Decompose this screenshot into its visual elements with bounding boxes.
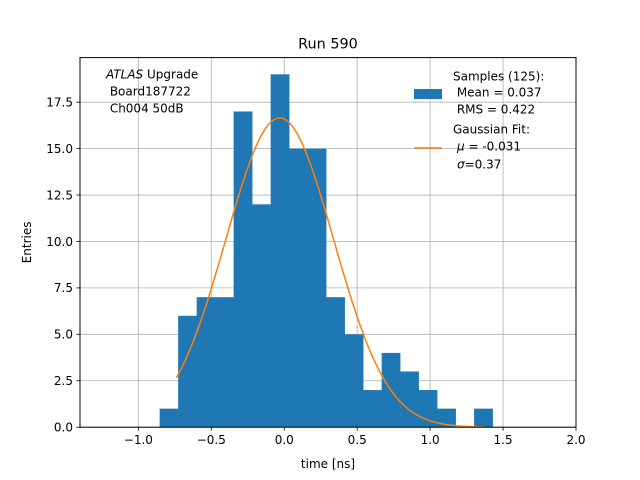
- legend-sigma-symbol: σ: [457, 158, 465, 172]
- annotation-upgrade: Upgrade: [143, 68, 198, 82]
- annotation-line-1: ATLAS Upgrade: [105, 68, 198, 82]
- gaussian-fit: [175, 117, 483, 428]
- legend-samples-rms: RMS = 0.422: [453, 103, 535, 117]
- gaussian-fit-line: [175, 117, 483, 428]
- x-tick-label: 1.0: [421, 433, 440, 447]
- histogram-bar: [178, 315, 197, 428]
- y-tick-label: 17.5: [46, 95, 73, 109]
- histogram-bar: [307, 148, 327, 428]
- legend-mu-symbol: μ: [456, 140, 465, 154]
- legend-samples-title: Samples (125):: [453, 70, 544, 84]
- histogram-bar: [400, 371, 419, 428]
- legend-samples-swatch: [414, 89, 442, 99]
- x-axis-label: time [ns]: [301, 457, 355, 471]
- y-tick-label: 15.0: [46, 142, 73, 156]
- x-tick-label: 1.5: [494, 433, 513, 447]
- legend-fit-sigma: σ=0.37: [457, 158, 501, 172]
- histogram-bar: [159, 408, 179, 428]
- x-tick-label: −1.0: [124, 433, 153, 447]
- x-tick-label: 0.5: [348, 433, 367, 447]
- histogram-bar: [363, 390, 382, 428]
- x-tick-label: −0.5: [197, 433, 226, 447]
- legend-fit-mu: μ = -0.031: [456, 140, 521, 154]
- plot-frame: [79, 57, 577, 428]
- legend-samples-mean: Mean = 0.037: [453, 86, 542, 100]
- histogram-bar: [215, 297, 234, 428]
- y-tick-label: 2.5: [54, 374, 73, 388]
- histogram-bar: [196, 297, 216, 428]
- histogram-bar: [233, 111, 253, 428]
- atlas-annotation: ATLAS Upgrade Board187722 Ch004 50dB: [105, 68, 198, 116]
- histogram-bar: [437, 408, 456, 428]
- annotation-line-3: Ch004 50dB: [106, 102, 184, 116]
- y-tick-label: 7.5: [54, 281, 73, 295]
- legend-mu-value: = -0.031: [465, 140, 521, 154]
- chart-title: Run 590: [298, 37, 358, 53]
- legend-sigma-value: =0.37: [465, 158, 502, 172]
- histogram-bar: [326, 297, 345, 428]
- histogram-bar: [252, 204, 271, 428]
- histogram-bar: [289, 148, 308, 428]
- histogram-bar: [270, 74, 290, 428]
- y-tick-label: 12.5: [46, 188, 73, 202]
- x-tick-label: 0.0: [275, 433, 294, 447]
- histogram-bar: [474, 408, 493, 428]
- y-axis-ticks: 0.0 2.5 5.0 7.5 10.0 12.5 15.0 17.5: [46, 95, 80, 435]
- y-tick-label: 0.0: [54, 421, 73, 435]
- histogram-bars: [159, 74, 493, 428]
- y-axis-label: Entries: [20, 222, 34, 264]
- annotation-line-2: Board187722: [106, 85, 191, 99]
- legend: Samples (125): Mean = 0.037 RMS = 0.422 …: [414, 70, 544, 172]
- y-tick-label: 5.0: [54, 328, 73, 342]
- histogram-bar: [344, 334, 364, 428]
- annotation-atlas: ATLAS: [105, 68, 144, 82]
- legend-fit-title: Gaussian Fit:: [453, 123, 530, 137]
- y-tick-label: 10.0: [46, 235, 73, 249]
- x-axis-ticks: −1.0 −0.5 0.0 0.5 1.0 1.5 2.0: [124, 427, 586, 447]
- x-tick-label: 2.0: [566, 433, 585, 447]
